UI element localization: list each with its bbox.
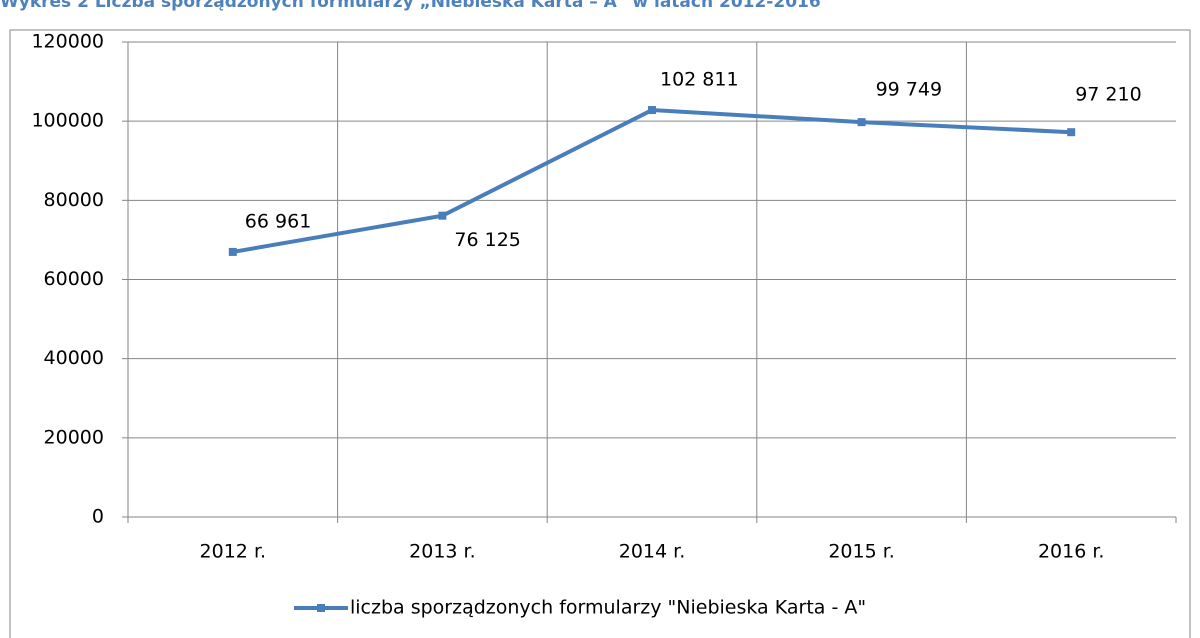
- marker: [648, 106, 656, 115]
- marker: [1067, 128, 1076, 137]
- line: [232, 108, 1072, 254]
- chart-title: Wykres 2 Liczba sporządzonych formularzy…: [0, 0, 821, 12]
- x-tick-label: 2016 r.: [1038, 541, 1105, 563]
- data-label: 76 125: [454, 229, 520, 251]
- marker: [228, 247, 237, 256]
- y-tick-label: 120000: [31, 31, 104, 53]
- y-tick-label: 100000: [31, 110, 104, 132]
- marker: [438, 211, 447, 220]
- y-tick-label: 40000: [44, 347, 104, 369]
- data-label: 97 210: [1075, 84, 1141, 106]
- x-tick-label: 2013 r.: [409, 541, 476, 563]
- chart-border: [9, 29, 1191, 638]
- legend-label: liczba sporządzonych formularzy "Niebies…: [350, 597, 866, 619]
- x-tick-label: 2015 r.: [828, 541, 895, 563]
- x-tick-label: 2012 r.: [200, 541, 267, 563]
- data-label: 102 811: [660, 69, 739, 91]
- y-tick-label: 80000: [44, 189, 104, 211]
- marker: [857, 118, 866, 127]
- y-tick-label: 20000: [44, 426, 104, 448]
- data-label: 66 961: [245, 210, 311, 232]
- data-label: 99 749: [876, 79, 942, 101]
- x-tick-label: 2014 r.: [619, 541, 686, 563]
- y-tick-label: 0: [92, 506, 104, 528]
- legend-marker: [317, 604, 325, 612]
- y-tick-label: 60000: [44, 268, 104, 290]
